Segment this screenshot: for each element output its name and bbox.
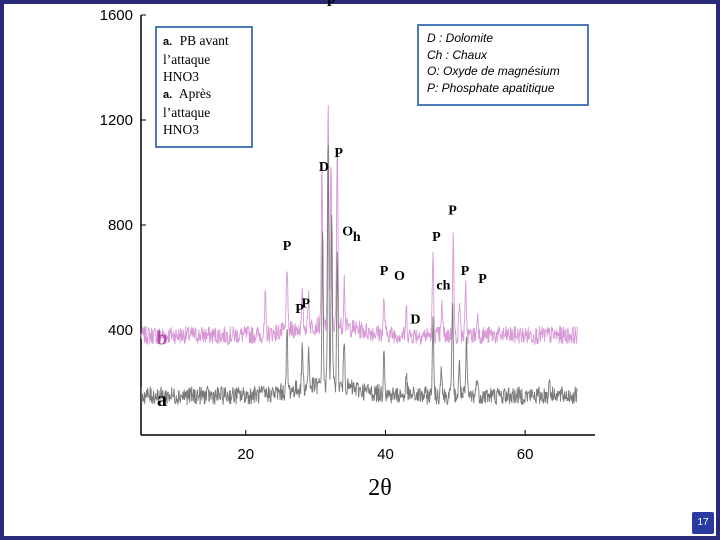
peak-label: P xyxy=(432,230,441,245)
peak-label: h xyxy=(353,230,361,245)
y-tick-label: 400 xyxy=(108,322,133,339)
y-tick-label: 1600 xyxy=(100,7,133,24)
peak-label: P xyxy=(380,264,389,279)
phase-legend-phosphate: P: Phosphate apatitique xyxy=(427,80,555,95)
series-a-line xyxy=(140,144,578,405)
peak-label: ch xyxy=(436,278,450,293)
legend-entry-a: a. PB avant l’attaque HNO3 xyxy=(163,32,245,85)
y-tick-label: 1200 xyxy=(100,112,133,129)
page-number-badge: 17 xyxy=(692,512,714,534)
peak-label: O xyxy=(394,269,405,284)
peak-label: P xyxy=(302,297,311,312)
legend-entry-b: a. Après l’attaque HNO3 xyxy=(163,85,245,138)
peak-label: P xyxy=(283,239,292,254)
peak-label: O xyxy=(342,225,353,240)
x-axis-title: 2θ xyxy=(368,475,392,501)
series-label: a xyxy=(157,389,167,411)
phase-legend-oxyde: O: Oxyde de magnésium xyxy=(427,64,560,78)
sample-legend: a. PB avant l’attaque HNO3 a. Après l’at… xyxy=(155,26,253,148)
y-tick-label: 800 xyxy=(108,217,133,234)
peak-label: D xyxy=(410,312,420,327)
peak-label: P xyxy=(295,302,304,317)
legend-entry-b-text: Après l’attaque HNO3 xyxy=(163,86,212,137)
peak-label: P xyxy=(461,264,470,279)
phase-legend-dolomite: D : Dolomite xyxy=(427,31,494,45)
legend-entry-a-text: PB avant l’attaque HNO3 xyxy=(163,33,229,84)
phase-legend: D : Dolomite Ch : Chaux O: Oxyde de magn… xyxy=(417,24,589,106)
x-tick-label: 40 xyxy=(377,446,394,463)
peak-label: P xyxy=(448,204,457,219)
peak-label: P xyxy=(334,146,343,161)
peak-label: P xyxy=(478,272,487,287)
series-label: b xyxy=(156,327,167,349)
peak-label: P xyxy=(327,0,336,10)
x-tick-label: 60 xyxy=(517,446,534,463)
legend-entry-b-tag: a. xyxy=(163,89,173,101)
peak-label: D xyxy=(319,160,329,175)
series-b-line xyxy=(140,104,578,347)
x-tick-label: 20 xyxy=(237,446,254,463)
phase-legend-chaux: Ch : Chaux xyxy=(427,47,488,62)
legend-entry-a-tag: a. xyxy=(163,36,173,48)
